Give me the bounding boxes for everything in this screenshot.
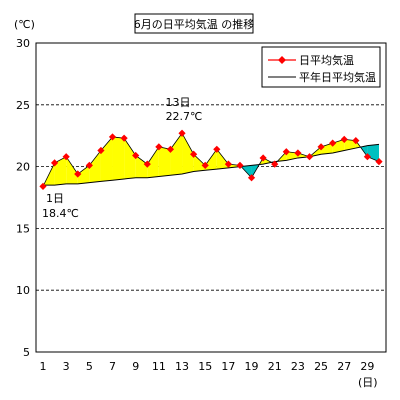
daily-temperature-point xyxy=(50,159,59,167)
daily-temperature-point xyxy=(271,160,279,168)
daily-temperature-point xyxy=(74,170,82,178)
daily-temperature-point xyxy=(329,139,337,147)
daily-temperature-point xyxy=(132,151,140,160)
daily-temperature-point xyxy=(166,145,175,153)
daily-temperature-point xyxy=(155,143,163,151)
daily-temperature-point xyxy=(120,134,128,142)
y-unit-label: (℃) xyxy=(14,18,35,31)
fill-segment xyxy=(344,139,356,151)
annotation-13-day: 13日 xyxy=(166,96,191,109)
daily-temperature-point xyxy=(375,158,383,166)
x-tick-label: 7 xyxy=(109,360,116,373)
x-tick-label: 9 xyxy=(132,360,139,373)
y-tick-label: 30 xyxy=(16,37,30,50)
daily-temperature-point xyxy=(143,160,151,168)
x-tick-label: 15 xyxy=(198,360,212,373)
fill-segment xyxy=(193,154,206,172)
legend-box xyxy=(261,46,381,88)
daily-temperature-point xyxy=(352,137,360,145)
y-tick-label: 15 xyxy=(16,222,30,235)
x-tick-label: 27 xyxy=(337,360,351,373)
daily-temperature-point xyxy=(108,133,117,141)
legend-normal-label: 平年日平均気温 xyxy=(299,70,376,84)
x-tick-label: 21 xyxy=(268,360,282,373)
plot-frame xyxy=(35,42,387,353)
x-tick-label: 1 xyxy=(40,360,47,373)
fill-segment xyxy=(135,155,148,178)
x-tick-label: 19 xyxy=(245,360,259,373)
annotation-1-day: 1日 xyxy=(46,192,64,205)
x-tick-label: 3 xyxy=(63,360,70,373)
x-tick-label: 13 xyxy=(175,360,189,373)
daily-temperature-point xyxy=(97,146,105,155)
daily-temperature-point xyxy=(259,154,267,162)
daily-temperature-point xyxy=(62,153,70,161)
title-box xyxy=(134,13,254,34)
x-tick-label: 11 xyxy=(152,360,166,373)
x-tick-label: 17 xyxy=(221,360,235,373)
y-tick-label: 10 xyxy=(16,284,30,297)
fill-segment xyxy=(66,156,78,184)
y-tick-label: 25 xyxy=(16,99,30,112)
daily-temperature-point xyxy=(201,161,209,169)
fill-segment xyxy=(321,143,333,155)
y-tick-labels: 5 10 15 20 25 30 xyxy=(16,37,30,359)
annotation-1-temp: 18.4℃ xyxy=(42,207,79,220)
daily-temperature-point xyxy=(213,145,221,153)
daily-temperature-point xyxy=(305,153,314,161)
chart-title: 6月の日平均気温 の推移 xyxy=(134,17,255,31)
daily-temperature-point xyxy=(340,135,348,144)
y-tick-label: 20 xyxy=(16,161,30,174)
daily-temperature-point xyxy=(317,143,325,151)
fill-segment xyxy=(147,146,159,178)
daily-temperature-point xyxy=(282,148,290,156)
x-tick-label: 5 xyxy=(86,360,93,373)
fill-segment xyxy=(158,146,171,177)
normal-temperature-line xyxy=(43,143,380,186)
x-tick-label: 25 xyxy=(314,360,328,373)
legend-actual-marker xyxy=(278,56,286,64)
y-tick-label: 5 xyxy=(23,346,30,359)
daily-temperature-point xyxy=(294,149,302,157)
fill-segment xyxy=(182,133,194,175)
legend: 日平均気温 平年日平均気温 xyxy=(261,46,381,88)
daily-temperature-point xyxy=(190,150,198,158)
daily-temperature-point xyxy=(39,182,47,190)
daily-temperature-point xyxy=(224,160,232,168)
fill-segment xyxy=(89,150,101,183)
x-tick-label: 23 xyxy=(291,360,305,373)
fill-segment xyxy=(100,136,113,182)
fill-segment xyxy=(77,165,90,184)
series-markers xyxy=(39,129,383,190)
fill-segment xyxy=(54,156,67,186)
legend-actual-label: 日平均気温 xyxy=(299,53,354,67)
fill-segment xyxy=(124,138,136,179)
x-tick-labels: 1 3 5 7 9 11 13 15 17 19 21 23 25 27 29 xyxy=(40,360,375,373)
deviation-fill xyxy=(43,133,379,187)
annotation-13-temp: 22.7℃ xyxy=(166,110,203,123)
daily-temperature-point xyxy=(178,129,186,137)
fill-segment xyxy=(112,136,125,181)
x-unit-label: (日) xyxy=(358,376,378,389)
x-tick-label: 29 xyxy=(360,360,374,373)
daily-temperature-point xyxy=(85,161,93,169)
fill-segment xyxy=(170,133,183,176)
daily-temperature-point xyxy=(363,153,372,161)
daily-temperature-point xyxy=(236,161,244,169)
daily-temperature-point xyxy=(247,174,256,182)
